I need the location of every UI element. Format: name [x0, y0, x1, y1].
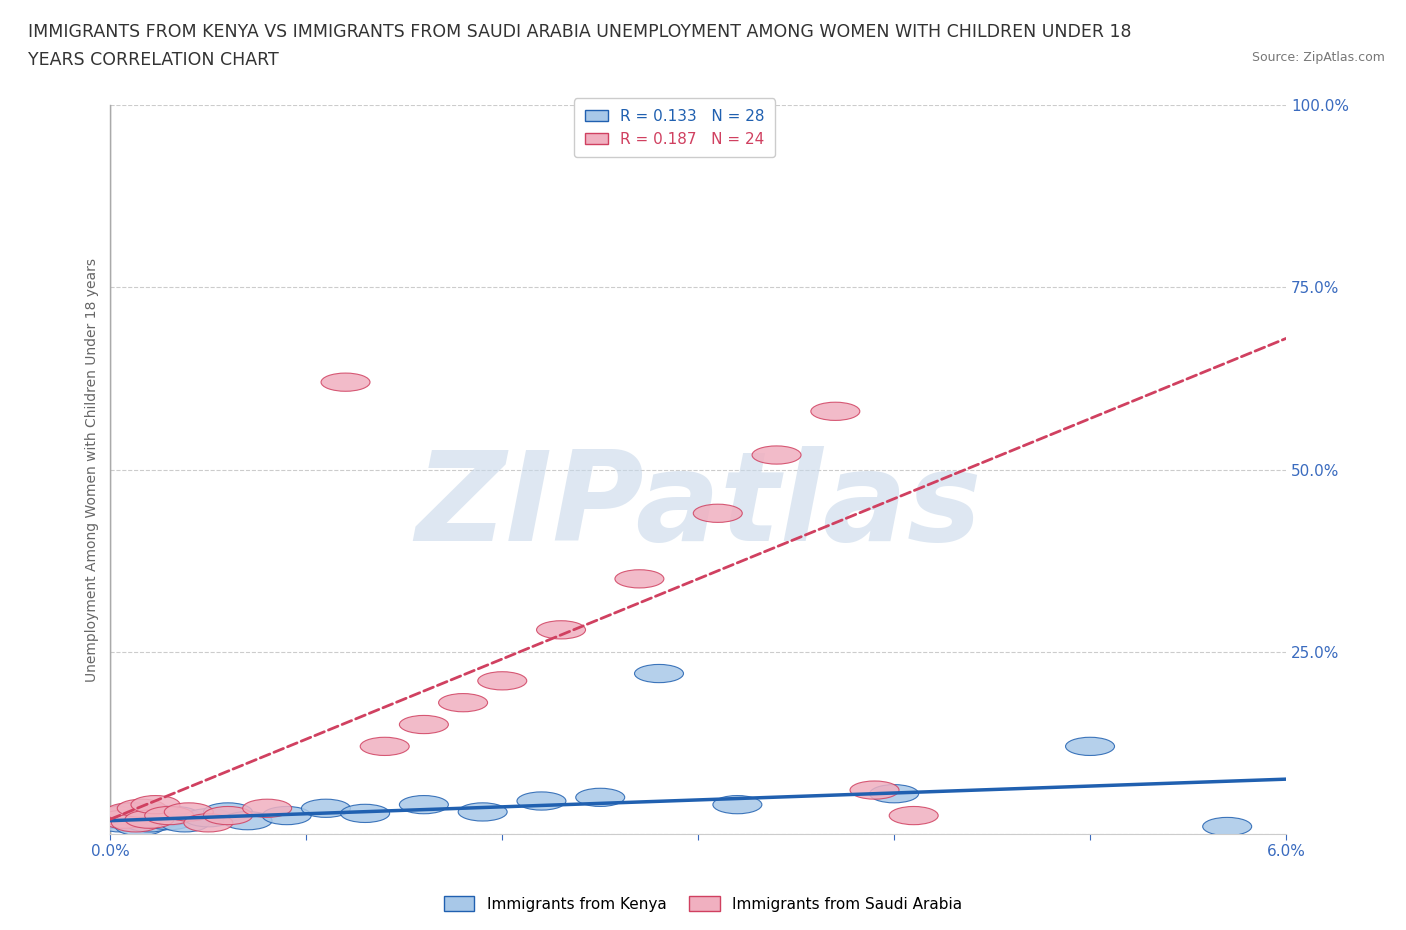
Ellipse shape [165, 803, 214, 821]
Ellipse shape [1202, 817, 1251, 835]
Ellipse shape [100, 810, 149, 829]
Ellipse shape [117, 799, 166, 817]
Ellipse shape [129, 804, 179, 822]
Legend: R = 0.133   N = 28, R = 0.187   N = 24: R = 0.133 N = 28, R = 0.187 N = 24 [574, 99, 775, 157]
Ellipse shape [110, 803, 159, 821]
Ellipse shape [752, 445, 801, 464]
Text: IMMIGRANTS FROM KENYA VS IMMIGRANTS FROM SAUDI ARABIA UNEMPLOYMENT AMONG WOMEN W: IMMIGRANTS FROM KENYA VS IMMIGRANTS FROM… [28, 23, 1132, 41]
Ellipse shape [204, 806, 253, 825]
Text: Source: ZipAtlas.com: Source: ZipAtlas.com [1251, 51, 1385, 64]
Ellipse shape [575, 789, 624, 806]
Ellipse shape [184, 814, 233, 832]
Ellipse shape [870, 785, 918, 803]
Ellipse shape [614, 570, 664, 588]
Ellipse shape [204, 803, 253, 821]
Ellipse shape [321, 373, 370, 392]
Text: YEARS CORRELATION CHART: YEARS CORRELATION CHART [28, 51, 278, 69]
Ellipse shape [131, 795, 180, 814]
Ellipse shape [145, 806, 194, 825]
Ellipse shape [184, 809, 233, 827]
Legend: Immigrants from Kenya, Immigrants from Saudi Arabia: Immigrants from Kenya, Immigrants from S… [437, 889, 969, 918]
Ellipse shape [360, 737, 409, 755]
Ellipse shape [889, 806, 938, 825]
Ellipse shape [105, 803, 155, 821]
Ellipse shape [301, 799, 350, 817]
Ellipse shape [458, 803, 508, 821]
Text: ZIPatlas: ZIPatlas [415, 445, 981, 566]
Ellipse shape [135, 810, 184, 829]
Y-axis label: Unemployment Among Women with Children Under 18 years: Unemployment Among Women with Children U… [86, 258, 100, 682]
Ellipse shape [224, 812, 271, 830]
Ellipse shape [125, 814, 174, 832]
Ellipse shape [145, 812, 194, 830]
Ellipse shape [1066, 737, 1115, 755]
Ellipse shape [150, 806, 200, 825]
Ellipse shape [91, 806, 141, 825]
Ellipse shape [263, 806, 311, 825]
Ellipse shape [634, 664, 683, 683]
Ellipse shape [478, 671, 527, 690]
Ellipse shape [517, 792, 567, 810]
Ellipse shape [851, 781, 898, 799]
Ellipse shape [96, 814, 145, 832]
Ellipse shape [693, 504, 742, 523]
Ellipse shape [811, 402, 860, 420]
Ellipse shape [713, 795, 762, 814]
Ellipse shape [399, 715, 449, 734]
Ellipse shape [125, 810, 174, 829]
Ellipse shape [243, 799, 291, 817]
Ellipse shape [111, 814, 160, 832]
Ellipse shape [537, 620, 585, 639]
Ellipse shape [121, 809, 170, 827]
Ellipse shape [100, 806, 149, 825]
Ellipse shape [105, 812, 155, 830]
Ellipse shape [399, 795, 449, 814]
Ellipse shape [439, 694, 488, 711]
Ellipse shape [115, 817, 165, 835]
Ellipse shape [340, 804, 389, 822]
Ellipse shape [91, 810, 141, 829]
Ellipse shape [160, 814, 209, 832]
